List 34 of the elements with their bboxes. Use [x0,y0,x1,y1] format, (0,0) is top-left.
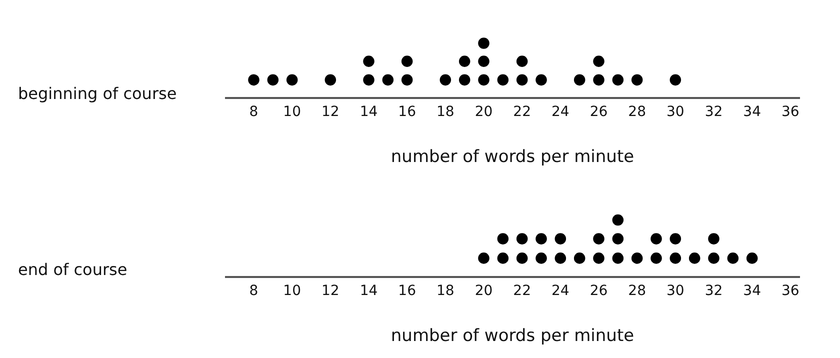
x-tick-label: 16 [398,104,416,120]
x-tick-label: 30 [666,104,684,120]
x-tick-label: 20 [474,282,493,299]
x-tick-label: 10 [283,104,301,120]
x-tick-label: 26 [590,282,608,299]
x-tick-label: 32 [704,104,723,120]
x-tick-label: 34 [743,282,762,299]
x-tick-label: 18 [436,282,454,299]
x-tick-label: 30 [666,282,684,299]
x-tick-label: 36 [782,104,800,120]
x-tick-label: 8 [249,104,258,120]
x-tick-label: 24 [552,282,570,299]
x-tick-label: 14 [360,104,378,120]
x-axis-title: number of words per minute [390,326,634,346]
x-tick-label: 22 [513,104,531,120]
x-tick-label: 16 [398,282,416,299]
x-tick-label: 28 [628,104,646,120]
x-tick-label: 10 [283,282,301,299]
y-axis-title: end of course [18,260,128,279]
x-tick-label: 36 [782,282,800,299]
y-axis-title: beginning of course [18,84,177,103]
x-tick-label: 14 [360,282,378,299]
x-tick-label: 28 [628,282,646,299]
x-tick-label: 12 [322,104,340,120]
x-tick-label: 8 [249,282,258,299]
x-tick-label: 32 [704,282,723,299]
x-tick-label: 20 [474,104,493,120]
x-tick-label: 12 [322,282,340,299]
x-tick-label: 24 [552,104,570,120]
x-tick-label: 22 [513,282,531,299]
x-tick-label: 34 [743,104,762,120]
x-tick-label: 26 [590,104,608,120]
x-axis-title: number of words per minute [390,147,634,167]
x-tick-label: 18 [436,104,454,120]
